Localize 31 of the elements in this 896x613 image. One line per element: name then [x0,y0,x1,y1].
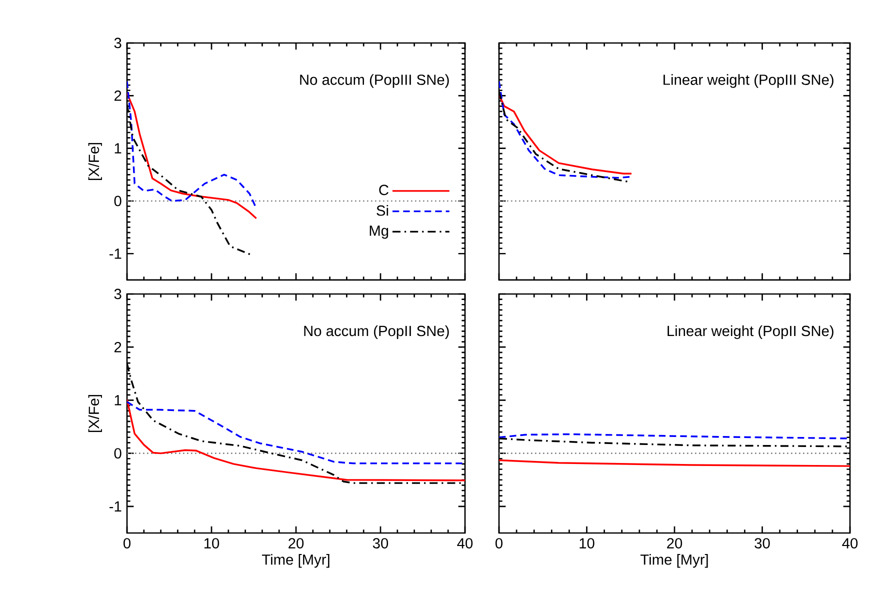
y-tick-label: 0 [114,448,122,459]
legend-label: Mg [370,226,388,239]
x-tick-label: 10 [204,538,220,548]
y-axis-title: [X/Fe] [88,394,102,432]
y-tick-label: 1 [114,395,122,406]
y-tick-label: 2 [114,342,122,352]
y-tick-label: -1 [110,248,122,259]
y-tick-label: 0 [114,196,122,206]
y-tick-label: 1 [114,143,122,154]
x-tick-label: 40 [457,538,473,548]
y-tick-label: 2 [114,90,122,101]
legend-label: Si [376,205,388,216]
legend-label: C [379,184,388,196]
text: No accum (PopII SNe) [304,325,449,340]
x-tick-label: 20 [667,538,682,548]
y-axis-title: [X/Fe] [88,142,102,180]
x-axis-title: Time [Myr] [262,554,330,568]
x-tick-label: 30 [754,538,770,548]
x-tick-label: 0 [495,538,502,548]
text: Linear weight (PopII SNe) [668,325,834,340]
text: No accum (PopIII SNe) [300,74,449,88]
x-tick-label: 0 [123,538,130,548]
x-axis-title: Time [Myr] [640,554,708,568]
y-tick-label: 3 [114,288,122,300]
x-tick-label: 20 [288,538,304,548]
x-tick-label: 40 [842,538,858,548]
y-tick-label: -1 [110,501,122,512]
x-tick-label: 10 [580,538,594,548]
y-tick-label: 3 [114,38,122,48]
x-tick-label: 30 [372,538,388,548]
text: Linear weight (PopIII SNe) [664,74,834,88]
